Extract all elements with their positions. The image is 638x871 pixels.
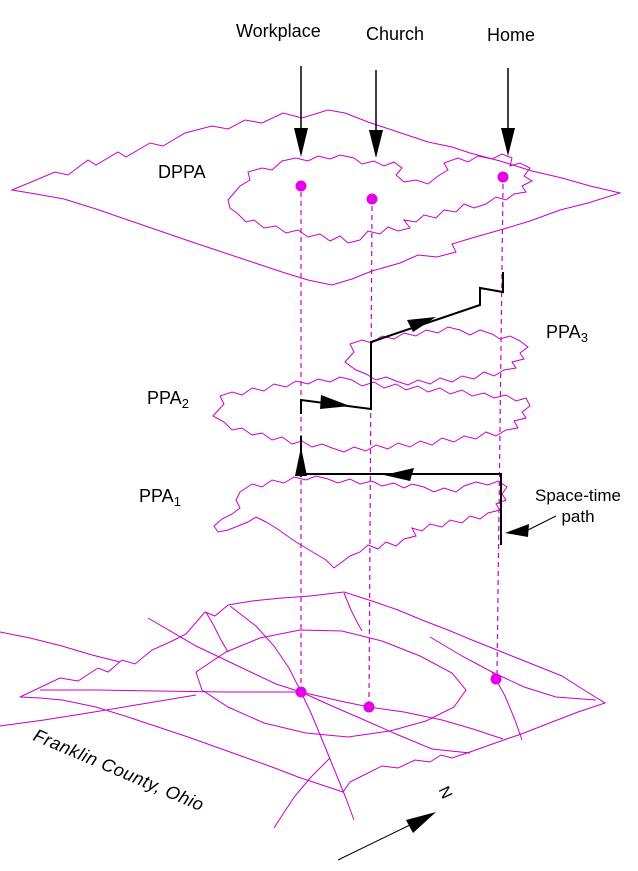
road [147, 617, 471, 754]
workplace-down-arrow-icon [294, 128, 308, 157]
space-time-path-line [300, 272, 504, 545]
ppa3-region [344, 326, 529, 386]
home-down-arrow-icon [501, 128, 515, 156]
north-arrow-shaft [337, 823, 413, 861]
church-dot-top [366, 193, 378, 205]
top-arrowheads [294, 128, 515, 158]
ppa1-label: PPA1 [139, 486, 181, 509]
road [491, 671, 523, 741]
ppa3-label-sub: 3 [580, 330, 588, 345]
annotation-arrowheads [406, 524, 529, 833]
ppa1-label-base: PPA [139, 486, 174, 506]
road [40, 689, 504, 740]
path-arrow-up-icon [295, 447, 307, 476]
road [205, 611, 229, 653]
dppa-label: DPPA [158, 162, 206, 182]
north-arrow-icon [406, 812, 436, 833]
space-time-path-label-line2: path [561, 507, 595, 526]
road [229, 605, 355, 821]
path-arrow-diagonal-icon [407, 317, 436, 332]
path-arrow-left-icon [384, 468, 414, 481]
space-time-callout-line [527, 515, 557, 531]
church-label: Church [366, 24, 425, 44]
home-label: Home [487, 25, 536, 45]
road [273, 757, 331, 829]
geography-layer [0, 109, 622, 829]
ppa2-label-base: PPA [147, 388, 182, 408]
space-time-path [300, 272, 504, 545]
road [429, 636, 597, 701]
ppa2-region [212, 376, 531, 453]
ppa3-label-base: PPA [546, 322, 581, 342]
top-arrows [300, 66, 509, 134]
ppa1-label-sub: 1 [173, 494, 181, 509]
church-down-arrow-icon [369, 130, 383, 158]
home-dot-top [497, 171, 509, 183]
road [343, 592, 363, 632]
space-time-path-arrowheads [295, 317, 436, 481]
ppa2-label: PPA2 [147, 388, 189, 411]
annotation-arrows [337, 515, 557, 861]
ppa3-label: PPA3 [546, 322, 588, 345]
church-dot-map [363, 701, 375, 713]
road [0, 631, 121, 663]
path-arrow-right-icon [320, 395, 350, 409]
workplace-dot-map [295, 686, 307, 698]
home-dot-map [490, 673, 502, 685]
dppa-region [227, 153, 534, 244]
ppa1-region [213, 475, 508, 569]
space-time-path-label: Space-time path [524, 485, 632, 527]
road [0, 694, 197, 727]
workplace-dot-top [295, 180, 307, 192]
space-time-callout-arrow-icon [505, 524, 529, 537]
ppa2-label-sub: 2 [181, 396, 189, 411]
space-time-path-label-line1: Space-time [535, 486, 621, 505]
dppa-plane-outline [10, 109, 622, 286]
home-anchor-line [496, 183, 504, 675]
workplace-label: Workplace [236, 21, 321, 41]
anchor-dots [295, 171, 509, 713]
church-anchor-line [368, 205, 373, 703]
road [195, 629, 467, 738]
